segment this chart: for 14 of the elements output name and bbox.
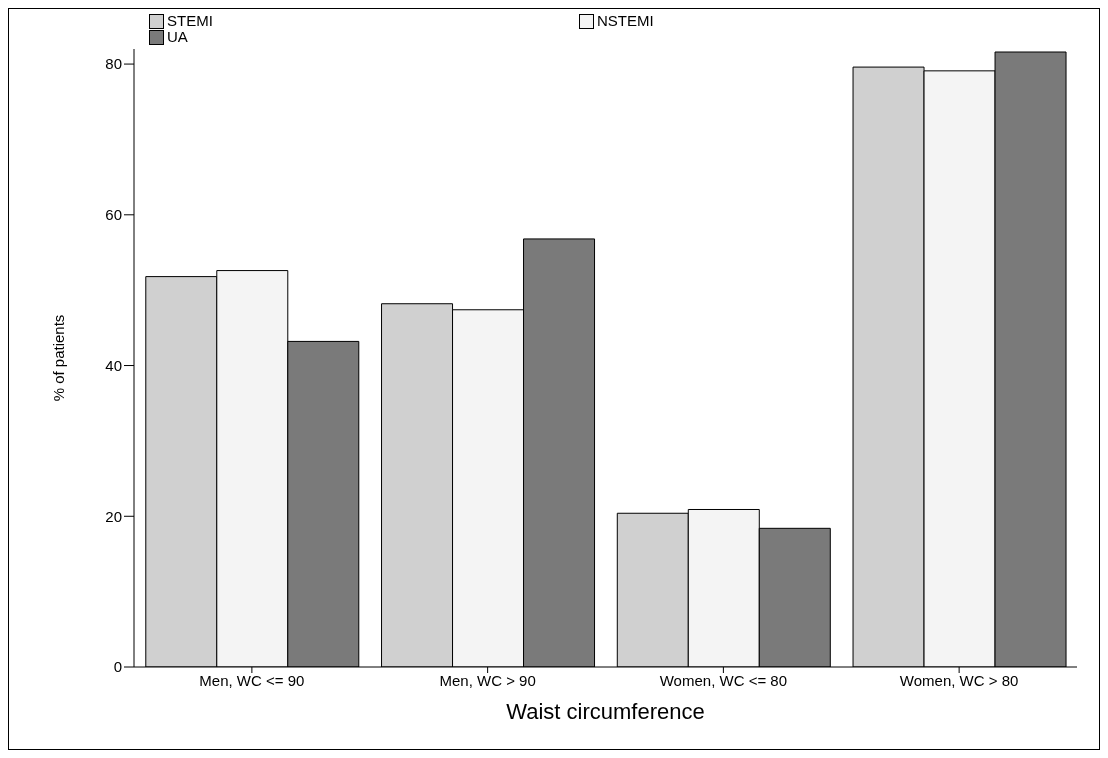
x-axis-title: Waist circumference: [506, 699, 705, 724]
y-tick-label: 60: [105, 206, 122, 224]
x-tick-label: Men, WC > 90: [439, 671, 536, 689]
legend-label: STEMI: [167, 12, 213, 29]
legend-label: NSTEMI: [597, 12, 654, 29]
y-tick-label: 40: [105, 356, 122, 374]
y-tick-label: 80: [105, 55, 122, 73]
y-tick-label: 20: [105, 507, 122, 525]
x-tick-label: Women, WC > 80: [899, 671, 1019, 689]
y-tick-label: 0: [113, 658, 122, 676]
y-axis-title: % of patients: [50, 314, 68, 402]
x-tick-label: Women, WC <= 80: [659, 671, 788, 689]
x-tick-label: Men, WC <= 90: [199, 671, 305, 689]
legend-label: UA: [167, 28, 188, 45]
